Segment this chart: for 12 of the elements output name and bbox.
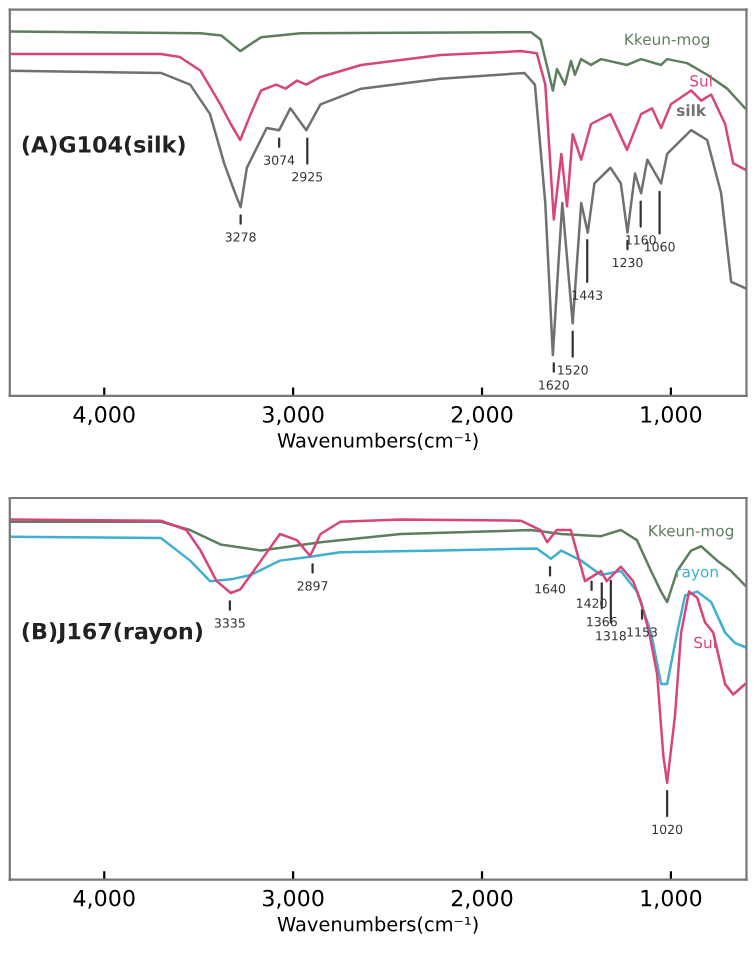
- x-tick-label: 4,000: [73, 889, 135, 909]
- x-axis-title: Wavenumbers(cm⁻¹): [277, 432, 478, 451]
- text: (B)J167(rayon): [22, 622, 202, 644]
- x-tick-label: 1,000: [641, 406, 702, 426]
- x-tick-label: 4,000: [73, 406, 135, 426]
- text: (A)G104(silk): [22, 135, 185, 156]
- x-tick-label: 2,000: [451, 889, 513, 909]
- x-tick-label: 3,000: [263, 406, 324, 426]
- x-tick-label: 2,000: [451, 406, 513, 426]
- x-tick-label: 3,000: [263, 889, 324, 909]
- x-axis-title: Wavenumbers(cm⁻¹): [277, 916, 478, 934]
- x-tick-label: 1,000: [641, 889, 702, 909]
